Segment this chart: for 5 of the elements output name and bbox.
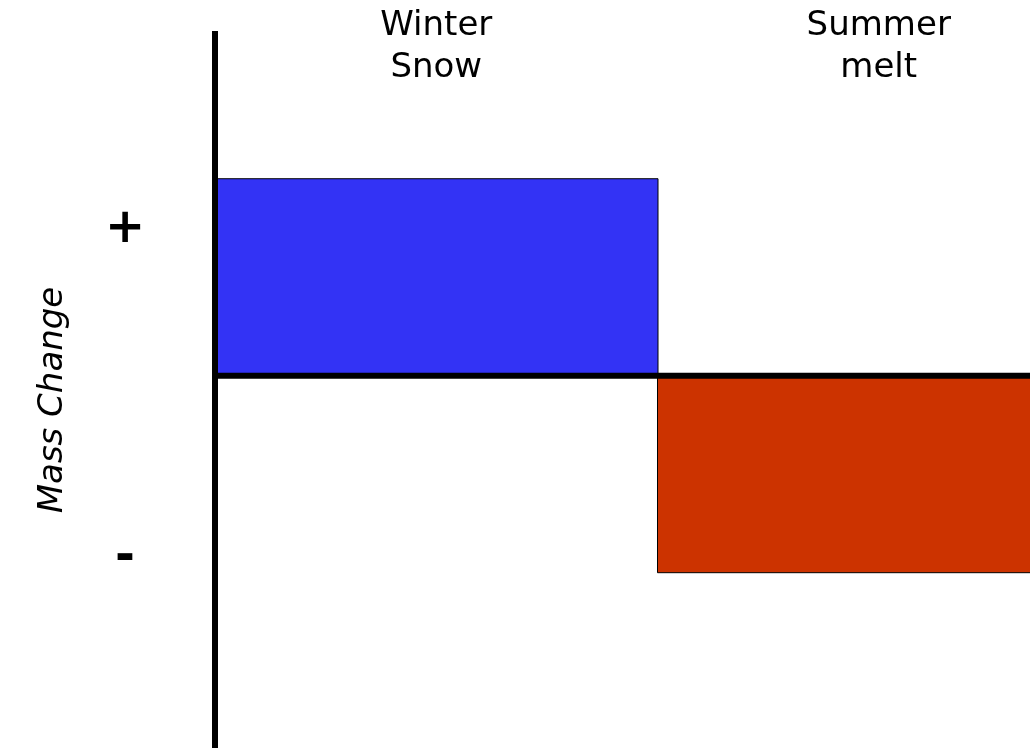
text: - — [115, 525, 135, 581]
x-tick-label: Winter Snow — [380, 3, 493, 85]
x-tick-label: Summer melt — [806, 3, 951, 85]
text: + — [104, 197, 146, 253]
y-axis-title: Mass Change — [30, 286, 70, 514]
